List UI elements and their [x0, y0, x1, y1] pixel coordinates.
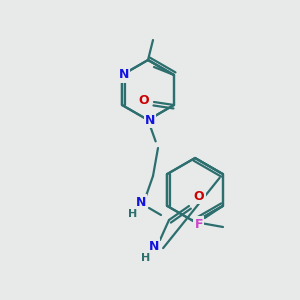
- Text: O: O: [194, 190, 204, 202]
- Text: N: N: [149, 239, 159, 253]
- Text: H: H: [128, 209, 138, 219]
- Text: O: O: [139, 94, 149, 106]
- Text: N: N: [136, 196, 146, 208]
- Text: F: F: [194, 218, 203, 230]
- Text: N: N: [119, 68, 129, 82]
- Text: H: H: [141, 253, 151, 263]
- Text: N: N: [145, 113, 155, 127]
